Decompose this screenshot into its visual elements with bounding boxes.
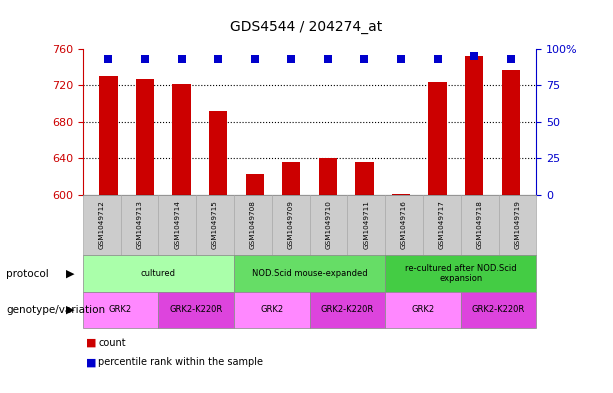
Text: GRK2: GRK2 [411,305,435,314]
Text: ■: ■ [86,338,96,347]
Bar [282,162,300,195]
Text: GSM1049714: GSM1049714 [174,200,180,250]
Text: GSM1049716: GSM1049716 [401,200,407,250]
Point [140,56,150,62]
Text: GRK2-K220R: GRK2-K220R [170,305,223,314]
Bar [465,56,483,195]
Point [360,56,370,62]
Text: re-cultured after NOD.Scid
expansion: re-cultured after NOD.Scid expansion [405,264,517,283]
Point [396,56,406,62]
Text: count: count [98,338,126,347]
Text: GSM1049710: GSM1049710 [326,200,332,250]
Text: cultured: cultured [141,269,176,278]
Text: GRK2-K220R: GRK2-K220R [321,305,374,314]
Bar [136,79,154,195]
Point [213,56,223,62]
Point [286,56,296,62]
Text: GSM1049709: GSM1049709 [287,200,294,250]
Text: GSM1049717: GSM1049717 [439,200,445,250]
Point [177,56,186,62]
Point [323,56,333,62]
Bar [319,158,337,195]
Bar [356,162,373,195]
Bar [501,70,520,195]
Text: ■: ■ [86,357,96,367]
Bar [392,194,410,195]
Bar [209,111,227,195]
Text: GDS4544 / 204274_at: GDS4544 / 204274_at [230,20,383,34]
Bar [428,82,447,195]
Text: GSM1049719: GSM1049719 [514,200,520,250]
Bar [246,174,264,195]
Point [470,53,479,59]
Text: ▶: ▶ [66,268,75,279]
Text: GRK2-K220R: GRK2-K220R [472,305,525,314]
Text: GSM1049713: GSM1049713 [137,200,142,250]
Bar [99,76,118,195]
Text: protocol: protocol [6,268,49,279]
Point [506,56,516,62]
Text: GSM1049708: GSM1049708 [250,200,256,250]
Text: percentile rank within the sample: percentile rank within the sample [98,357,263,367]
Text: GSM1049718: GSM1049718 [477,200,482,250]
Point [249,56,259,62]
Bar [172,84,191,195]
Point [104,56,113,62]
Text: GSM1049711: GSM1049711 [364,200,369,250]
Text: NOD.Scid mouse-expanded: NOD.Scid mouse-expanded [252,269,367,278]
Text: ▶: ▶ [66,305,75,315]
Text: GSM1049712: GSM1049712 [99,200,105,250]
Text: GRK2: GRK2 [260,305,283,314]
Point [433,56,443,62]
Text: genotype/variation: genotype/variation [6,305,105,315]
Text: GSM1049715: GSM1049715 [212,200,218,250]
Text: GRK2: GRK2 [109,305,132,314]
